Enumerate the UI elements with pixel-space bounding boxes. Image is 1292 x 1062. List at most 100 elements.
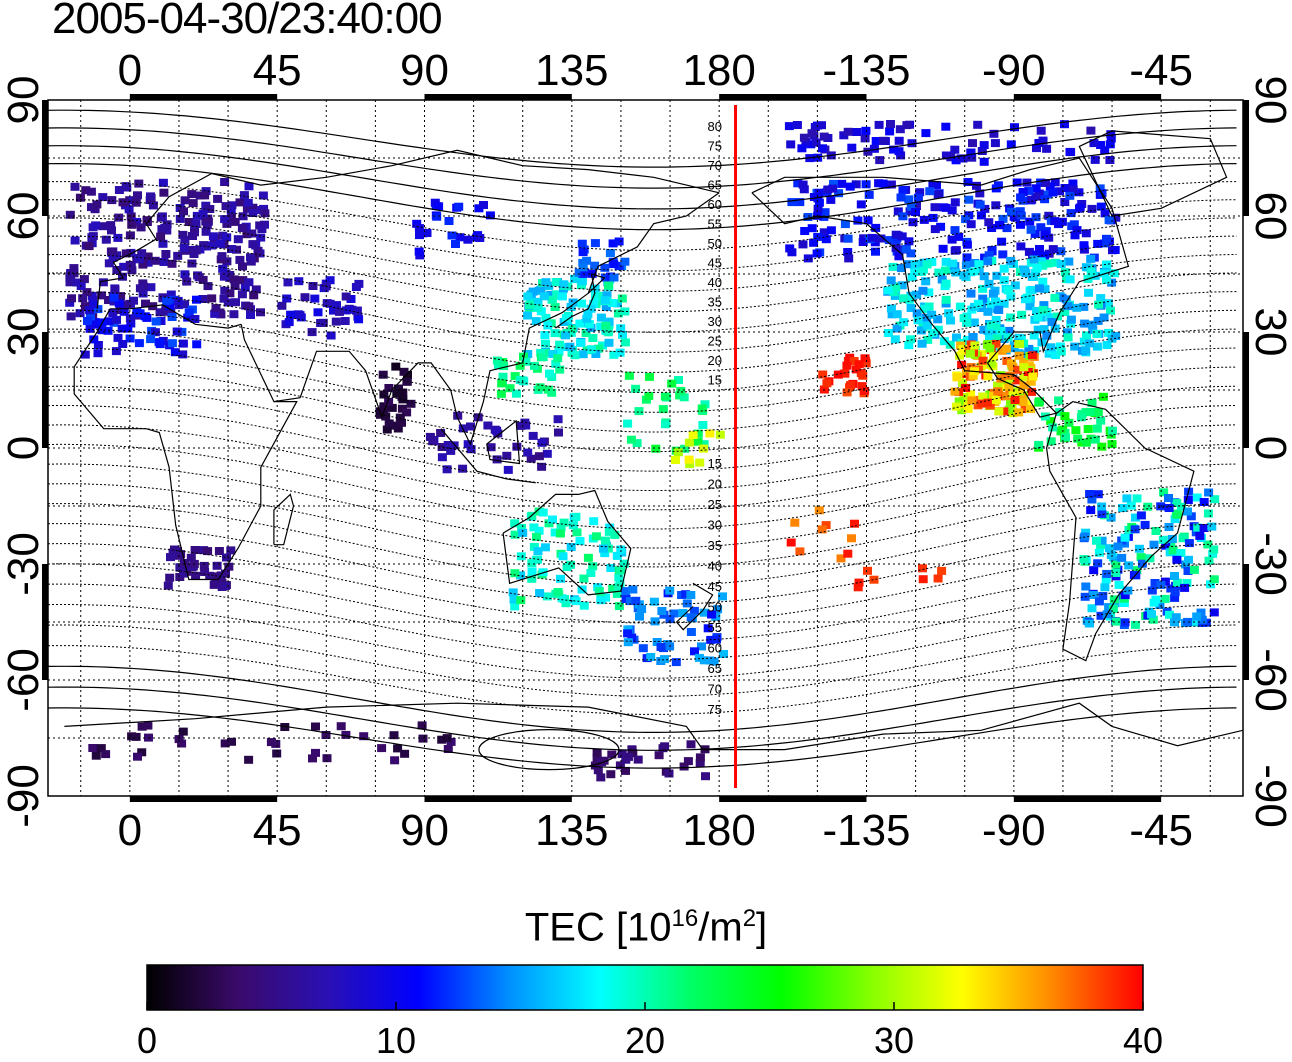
- tec-cell: [999, 407, 1009, 416]
- contour-label: 20: [708, 353, 722, 368]
- tec-cell: [503, 465, 513, 474]
- tec-cell: [112, 315, 121, 324]
- tec-cell: [913, 316, 923, 325]
- tec-cell: [856, 200, 866, 209]
- tec-cell: [933, 574, 943, 583]
- tec-cell: [846, 381, 856, 390]
- frame-bar: [1243, 100, 1249, 216]
- tec-cell: [134, 255, 144, 264]
- tec-cell: [699, 440, 709, 449]
- tec-cell: [1103, 299, 1113, 308]
- tec-cell: [884, 236, 894, 245]
- tec-cell: [1072, 226, 1082, 235]
- tec-cell: [1104, 216, 1114, 225]
- tec-cell: [989, 391, 998, 400]
- tec-cell: [1060, 184, 1070, 192]
- tec-cell: [1054, 396, 1064, 405]
- tec-cell: [1100, 583, 1110, 592]
- tec-cell: [616, 545, 626, 554]
- tec-cell: [127, 220, 137, 229]
- tec-cell: [222, 257, 232, 266]
- tec-cell: [379, 390, 389, 399]
- tec-cell: [784, 122, 794, 131]
- tec-cell: [1050, 293, 1060, 302]
- left-lat-label: 0: [0, 436, 48, 460]
- tec-cell: [1094, 300, 1104, 309]
- tec-cell: [601, 303, 611, 311]
- tec-cell: [1097, 502, 1107, 511]
- tec-cell: [1172, 510, 1182, 519]
- tec-cell: [604, 527, 614, 536]
- tec-cell: [466, 422, 475, 431]
- tec-cell: [954, 232, 964, 241]
- tec-cell: [1178, 534, 1188, 543]
- contour-labels: 80 75 70 65 60 55 50 45 40 35 30 25 20 15 15 20 25 30 35 40…: [708, 119, 722, 717]
- bottom-lon-label: 45: [253, 806, 302, 855]
- tec-cell: [919, 215, 929, 224]
- tec-cell: [240, 283, 250, 292]
- tec-cell: [592, 753, 602, 762]
- tec-cell: [819, 132, 829, 141]
- tec-cell: [669, 609, 679, 618]
- tec-cell: [1033, 313, 1043, 322]
- tec-cell: [575, 319, 585, 328]
- bottom-lon-label: 135: [535, 806, 608, 855]
- tec-cell: [593, 766, 603, 775]
- contour-label: 65: [708, 661, 722, 676]
- tec-cell: [899, 294, 908, 303]
- tec-cell: [596, 596, 606, 605]
- tec-cell: [525, 301, 534, 310]
- tec-cell: [1170, 572, 1179, 580]
- tec-cell: [1036, 223, 1046, 232]
- tec-cell: [818, 144, 827, 153]
- tec-cell: [977, 304, 987, 312]
- tec-cell: [1096, 611, 1106, 620]
- tec-cell: [387, 403, 397, 412]
- tec-cell: [1010, 396, 1020, 404]
- tec-cell: [1019, 358, 1029, 367]
- tec-cell: [813, 204, 823, 213]
- tec-cell: [1120, 533, 1130, 542]
- tec-cell: [1111, 569, 1121, 577]
- tec-cell: [938, 244, 948, 253]
- tec-cell: [586, 345, 596, 354]
- tec-cell: [709, 657, 719, 666]
- tec-cell: [437, 735, 447, 744]
- tec-cell: [650, 617, 660, 626]
- tec-cell: [695, 759, 705, 768]
- tec-cell: [1023, 368, 1033, 376]
- tec-cell: [646, 653, 656, 661]
- tec-cell: [1087, 495, 1097, 504]
- bottom-lon-label: -45: [1129, 806, 1193, 855]
- tec-cell: [871, 137, 881, 145]
- tec-cell: [566, 543, 576, 551]
- tec-cell: [987, 321, 997, 330]
- tec-cell: [557, 292, 567, 301]
- tec-cell: [842, 388, 852, 397]
- tec-cell: [863, 147, 873, 156]
- tec-cell: [837, 179, 847, 188]
- colorbar-tick-label: 30: [873, 1020, 915, 1061]
- tec-cell: [614, 602, 624, 611]
- tec-cell: [1140, 520, 1150, 529]
- tec-cell: [540, 543, 550, 552]
- colorbar-tick-label: 10: [375, 1020, 417, 1061]
- tec-cell: [325, 276, 335, 285]
- tec-cell: [1025, 302, 1035, 311]
- tec-cell: [1086, 506, 1096, 515]
- tec-cell: [119, 307, 129, 316]
- tec-cell: [886, 304, 896, 313]
- tec-cell: [526, 454, 536, 463]
- tec-cell: [933, 325, 943, 334]
- tec-cell: [561, 331, 570, 340]
- tec-cell: [508, 588, 518, 597]
- tec-cell: [251, 285, 261, 294]
- tec-cell: [915, 188, 925, 197]
- tec-cell: [871, 223, 881, 232]
- top-lon-label: 90: [400, 46, 449, 95]
- tec-cell: [1092, 329, 1102, 338]
- tec-cell: [966, 390, 976, 399]
- contour-label: 15: [708, 456, 722, 471]
- tec-cell: [920, 304, 930, 313]
- tec-cell: [1090, 435, 1100, 444]
